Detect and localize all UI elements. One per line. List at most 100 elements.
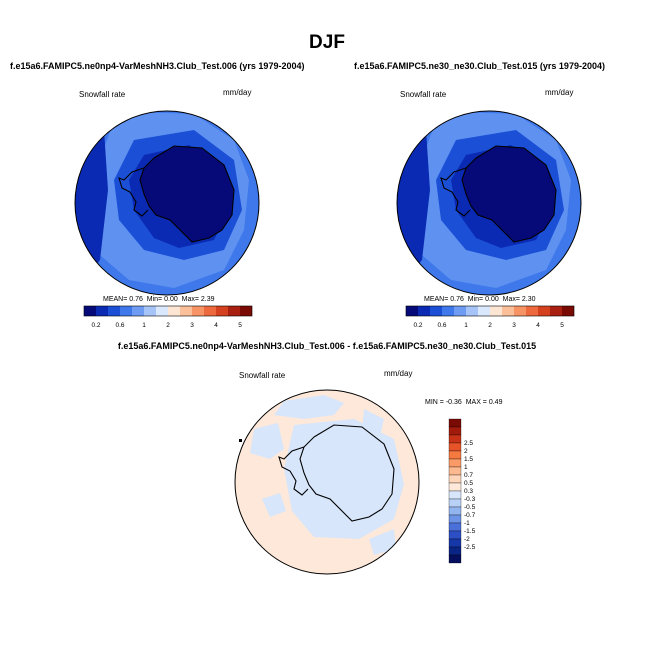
colorbar-box (448, 506, 462, 516)
panel1-mean: 0.76 (129, 296, 143, 303)
colorbar-label: 0.6 (437, 322, 446, 329)
panel2-title: f.e15a6.FAMIPC5.ne30_ne30.Club_Test.015 … (354, 61, 605, 71)
panel3-difference-map (234, 389, 420, 575)
colorbar-box (454, 306, 466, 316)
panel1-mean-label: MEAN= (103, 296, 128, 303)
colorbar-box (144, 306, 156, 316)
colorbar-box (204, 306, 216, 316)
panel2-min: 0.00 (485, 296, 499, 303)
panel3-title: f.e15a6.FAMIPC5.ne0np4-VarMeshNH3.Club_T… (117, 341, 537, 351)
panel1-colorbar: 0.20.6123456 (83, 305, 253, 329)
colorbar-label: 0.6 (115, 322, 124, 329)
colorbar-box (448, 418, 462, 428)
colorbar-box (180, 306, 192, 316)
colorbar-label: -1.5 (464, 528, 476, 535)
colorbar-box (132, 306, 144, 316)
panel1-units: mm/day (223, 88, 252, 97)
colorbar-box (240, 306, 252, 316)
panel2-stats: MEAN= 0.76 Min= 0.00 Max= 2.30 (424, 296, 536, 303)
colorbar-box (448, 498, 462, 508)
colorbar-label: 5 (238, 322, 242, 329)
colorbar-box (448, 514, 462, 524)
colorbar-box (216, 306, 228, 316)
colorbar-label: 4 (214, 322, 218, 329)
colorbar-box (96, 306, 108, 316)
panel1-variable: Snowfall rate (79, 90, 126, 99)
panel2-variable: Snowfall rate (400, 90, 447, 99)
colorbar-label: 2 (166, 322, 170, 329)
panel2-max: 2.30 (521, 296, 536, 303)
colorbar-label: -1 (464, 520, 470, 527)
colorbar-box (448, 426, 462, 436)
colorbar-box (448, 490, 462, 500)
panel3-min-label: MIN = (425, 399, 444, 406)
colorbar-box (448, 530, 462, 540)
colorbar-box (478, 306, 490, 316)
panel2-max-label: Max= (502, 296, 520, 303)
colorbar-label: 3 (190, 322, 194, 329)
colorbar-label: 0.7 (464, 472, 473, 479)
panel3-min: -0.36 (445, 399, 462, 406)
colorbar-box (550, 306, 562, 316)
colorbar-label: -0.5 (464, 504, 476, 511)
colorbar-label: 0.2 (91, 322, 100, 329)
panel1-min: 0.00 (164, 296, 178, 303)
colorbar-box (84, 306, 96, 316)
colorbar-label: 0.5 (464, 480, 473, 487)
panel1-title: f.e15a6.FAMIPC5.ne0np4-VarMeshNH3.Club_T… (10, 61, 305, 71)
colorbar-box (466, 306, 478, 316)
colorbar-box (448, 466, 462, 476)
panel1-max: 2.39 (200, 296, 215, 303)
panel2-mean: 0.76 (450, 296, 464, 303)
colorbar-box (448, 482, 462, 492)
panel3-max: 0.49 (488, 399, 503, 406)
colorbar-label: 2 (464, 448, 468, 455)
panel3-colorbar: 2.521.510.70.50.3-0.3-0.5-0.7-1-1.5-2-2.… (448, 418, 476, 564)
colorbar-label: -2.5 (464, 544, 476, 551)
colorbar-box (448, 458, 462, 468)
colorbar-box (156, 306, 168, 316)
panel3-units: mm/day (384, 369, 413, 378)
colorbar-label: 4 (536, 322, 540, 329)
panel3-variable: Snowfall rate (239, 371, 286, 380)
panel2-polar-map (396, 110, 582, 296)
panel2-units: mm/day (545, 88, 574, 97)
colorbar-label: 1.5 (464, 456, 473, 463)
colorbar-box (418, 306, 430, 316)
colorbar-label: 1 (464, 464, 468, 471)
colorbar-box (538, 306, 550, 316)
panel2-mean-label: MEAN= (424, 296, 449, 303)
colorbar-box (514, 306, 526, 316)
colorbar-box (228, 306, 240, 316)
colorbar-label: 2.5 (464, 440, 473, 447)
colorbar-label: 0.2 (413, 322, 422, 329)
colorbar-label: -0.3 (464, 496, 476, 503)
panel1-stats: MEAN= 0.76 Min= 0.00 Max= 2.39 (103, 296, 215, 303)
colorbar-box (490, 306, 502, 316)
colorbar-box (562, 306, 574, 316)
colorbar-box (502, 306, 514, 316)
panel3-max-label: MAX = (465, 399, 487, 406)
colorbar-box (448, 538, 462, 548)
colorbar-box (526, 306, 538, 316)
colorbar-box (406, 306, 418, 316)
colorbar-box (448, 522, 462, 532)
panel1-min-label: Min= (146, 296, 163, 303)
colorbar-label: 2 (488, 322, 492, 329)
colorbar-box (168, 306, 180, 316)
colorbar-box (448, 450, 462, 460)
colorbar-box (448, 434, 462, 444)
colorbar-box (442, 306, 454, 316)
panel1-polar-map (74, 110, 260, 296)
panel2-min-label: Min= (467, 296, 484, 303)
colorbar-box (448, 554, 462, 564)
colorbar-label: 1 (464, 322, 468, 329)
colorbar-label: -0.7 (464, 512, 476, 519)
colorbar-box (448, 442, 462, 452)
panel1-max-label: Max= (181, 296, 199, 303)
colorbar-label: 1 (142, 322, 146, 329)
figure-title: DJF (309, 32, 345, 53)
colorbar-label: 5 (560, 322, 564, 329)
colorbar-box (448, 474, 462, 484)
colorbar-box (448, 546, 462, 556)
